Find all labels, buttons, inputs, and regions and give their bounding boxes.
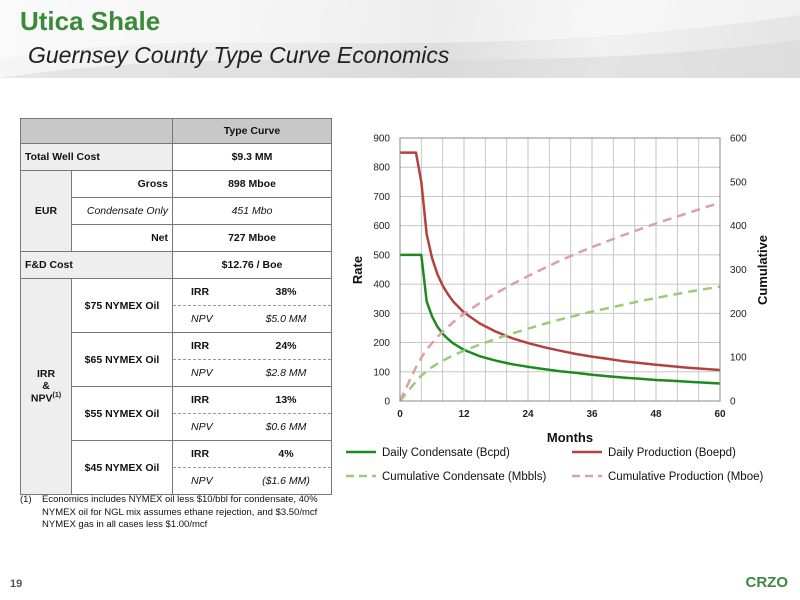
fd-cost-value: $12.76 / Boe — [172, 251, 332, 279]
irr-npv-label: IRR & NPV(1) — [20, 278, 72, 495]
left-y-axis-label: Rate — [350, 256, 365, 284]
left-y-tick-label: 100 — [373, 367, 390, 378]
type-curve-header: Type Curve — [172, 118, 332, 144]
eur-net-value: 727 Mboe — [172, 224, 332, 252]
case-45-irr-value: 4% — [278, 448, 294, 460]
case-45-npv-value: ($1.6 MM) — [262, 475, 310, 487]
eur-gross-label: Gross — [71, 170, 173, 198]
legend-label-2: Daily Production (Boepd) — [608, 447, 736, 459]
left-y-tick-label: 0 — [384, 397, 390, 408]
case-55-irr-value: 13% — [275, 394, 297, 406]
type-curve-chart: 0 12 24 36 48 60 0 100 200 300 400 500 600 700 800 900… — [346, 134, 770, 483]
right-y-tick-labels: 0 100 200 300 400 500 600 — [730, 134, 747, 408]
footnote-text: Economics includes NYMEX oil less $10/bb… — [42, 494, 318, 530]
case-55-irr-key: IRR — [191, 394, 210, 406]
footnote-number: (1) — [20, 494, 32, 505]
case-65-npv-key: NPV — [191, 367, 213, 379]
left-y-tick-label: 800 — [373, 163, 390, 174]
case-45-label: $45 NYMEX Oil — [71, 440, 173, 495]
eur-condensate-label: Condensate Only — [71, 197, 173, 225]
right-y-axis-label: Cumulative — [755, 235, 770, 305]
left-y-tick-label: 900 — [373, 134, 390, 145]
footnote: (1) Economics includes NYMEX oil less $1… — [20, 494, 340, 532]
case-65-npv-value: $2.8 MM — [265, 367, 307, 379]
eur-gross-value: 898 Mboe — [172, 170, 332, 198]
case-65-irr-value: 24% — [275, 340, 297, 352]
x-tick-label: 60 — [714, 409, 726, 420]
left-y-tick-label: 300 — [373, 309, 390, 320]
series-line-4 — [398, 201, 721, 402]
legend-label-4: Cumulative Production (Mboe) — [608, 471, 763, 483]
case-65-label: $65 NYMEX Oil — [71, 332, 173, 387]
right-y-tick-label: 100 — [730, 353, 747, 364]
irr-npv-label-line1: IRR — [36, 368, 56, 381]
page-number: 19 — [10, 578, 23, 590]
right-y-tick-label: 200 — [730, 309, 747, 320]
left-y-tick-labels: 0 100 200 300 400 500 600 700 800 900 — [373, 134, 390, 408]
x-tick-label: 24 — [522, 409, 534, 420]
x-axis-label: Months — [547, 430, 593, 445]
legend-label-3: Cumulative Condensate (Mbbls) — [382, 471, 546, 483]
case-65-irr-key: IRR — [191, 340, 210, 352]
chart-series — [398, 151, 721, 402]
slide-title: Utica Shale — [20, 6, 161, 36]
header-swoosh-decoration — [0, 0, 800, 78]
case-75-values: IRR 38% NPV $5.0 MM — [172, 278, 332, 333]
case-55-npv-key: NPV — [191, 421, 213, 433]
legend-label-1: Daily Condensate (Bcpd) — [382, 447, 510, 459]
x-tick-labels: 0 12 24 36 48 60 — [397, 409, 726, 420]
case-55-label: $55 NYMEX Oil — [71, 386, 173, 441]
fd-cost-label: F&D Cost — [20, 251, 173, 279]
left-y-tick-label: 700 — [373, 192, 390, 203]
case-75-npv-value: $5.0 MM — [265, 313, 307, 325]
chart-legend: Daily Condensate (Bcpd) Daily Production … — [346, 447, 763, 483]
left-y-tick-label: 200 — [373, 338, 390, 349]
case-45-values: IRR 4% NPV ($1.6 MM) — [172, 440, 332, 495]
right-y-tick-label: 400 — [730, 221, 747, 232]
case-75-irr-key: IRR — [191, 286, 210, 298]
x-tick-label: 12 — [458, 409, 470, 420]
left-y-tick-label: 400 — [373, 280, 390, 291]
eur-net-label: Net — [71, 224, 173, 252]
x-tick-label: 36 — [586, 409, 598, 420]
economics-table: Type Curve Total Well Cost $9.3 MM EUR G… — [20, 118, 332, 495]
left-y-tick-label: 600 — [373, 221, 390, 232]
case-55-values: IRR 13% NPV $0.6 MM — [172, 386, 332, 441]
case-55-npv-value: $0.6 MM — [265, 421, 307, 433]
right-y-tick-label: 300 — [730, 265, 747, 276]
series-line-1 — [400, 253, 721, 385]
case-75-label: $75 NYMEX Oil — [71, 278, 173, 333]
case-75-irr-value: 38% — [275, 286, 297, 298]
eur-condensate-value: 451 Mbo — [172, 197, 332, 225]
x-tick-label: 0 — [397, 409, 403, 420]
total-well-cost-value: $9.3 MM — [172, 143, 332, 171]
left-y-tick-label: 500 — [373, 250, 390, 261]
irr-npv-footnote-ref: (1) — [52, 392, 62, 400]
plot-border — [399, 137, 721, 402]
series-line-3 — [399, 285, 721, 402]
case-45-npv-key: NPV — [191, 475, 213, 487]
brand-logo-text: CRZO — [745, 574, 789, 591]
right-y-tick-label: 500 — [730, 177, 747, 188]
case-75-npv-key: NPV — [191, 313, 213, 325]
irr-npv-label-line2: & — [42, 380, 50, 393]
eur-label: EUR — [20, 170, 72, 252]
plot-area — [400, 138, 720, 401]
case-45-irr-key: IRR — [191, 448, 210, 460]
right-y-tick-label: 600 — [730, 134, 747, 145]
case-65-values: IRR 24% NPV $2.8 MM — [172, 332, 332, 387]
table-corner — [20, 118, 173, 144]
slide-subtitle: Guernsey County Type Curve Economics — [28, 42, 450, 68]
x-tick-label: 48 — [650, 409, 662, 420]
slide-header: Utica Shale Guernsey County Type Curve E… — [0, 0, 800, 78]
total-well-cost-label: Total Well Cost — [20, 143, 173, 171]
irr-npv-label-line3: NPV — [30, 392, 53, 405]
right-y-tick-label: 0 — [730, 397, 736, 408]
